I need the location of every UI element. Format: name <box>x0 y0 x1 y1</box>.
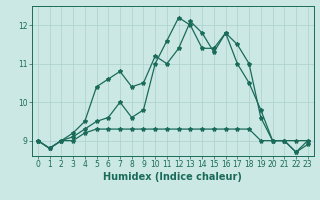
X-axis label: Humidex (Indice chaleur): Humidex (Indice chaleur) <box>103 172 242 182</box>
